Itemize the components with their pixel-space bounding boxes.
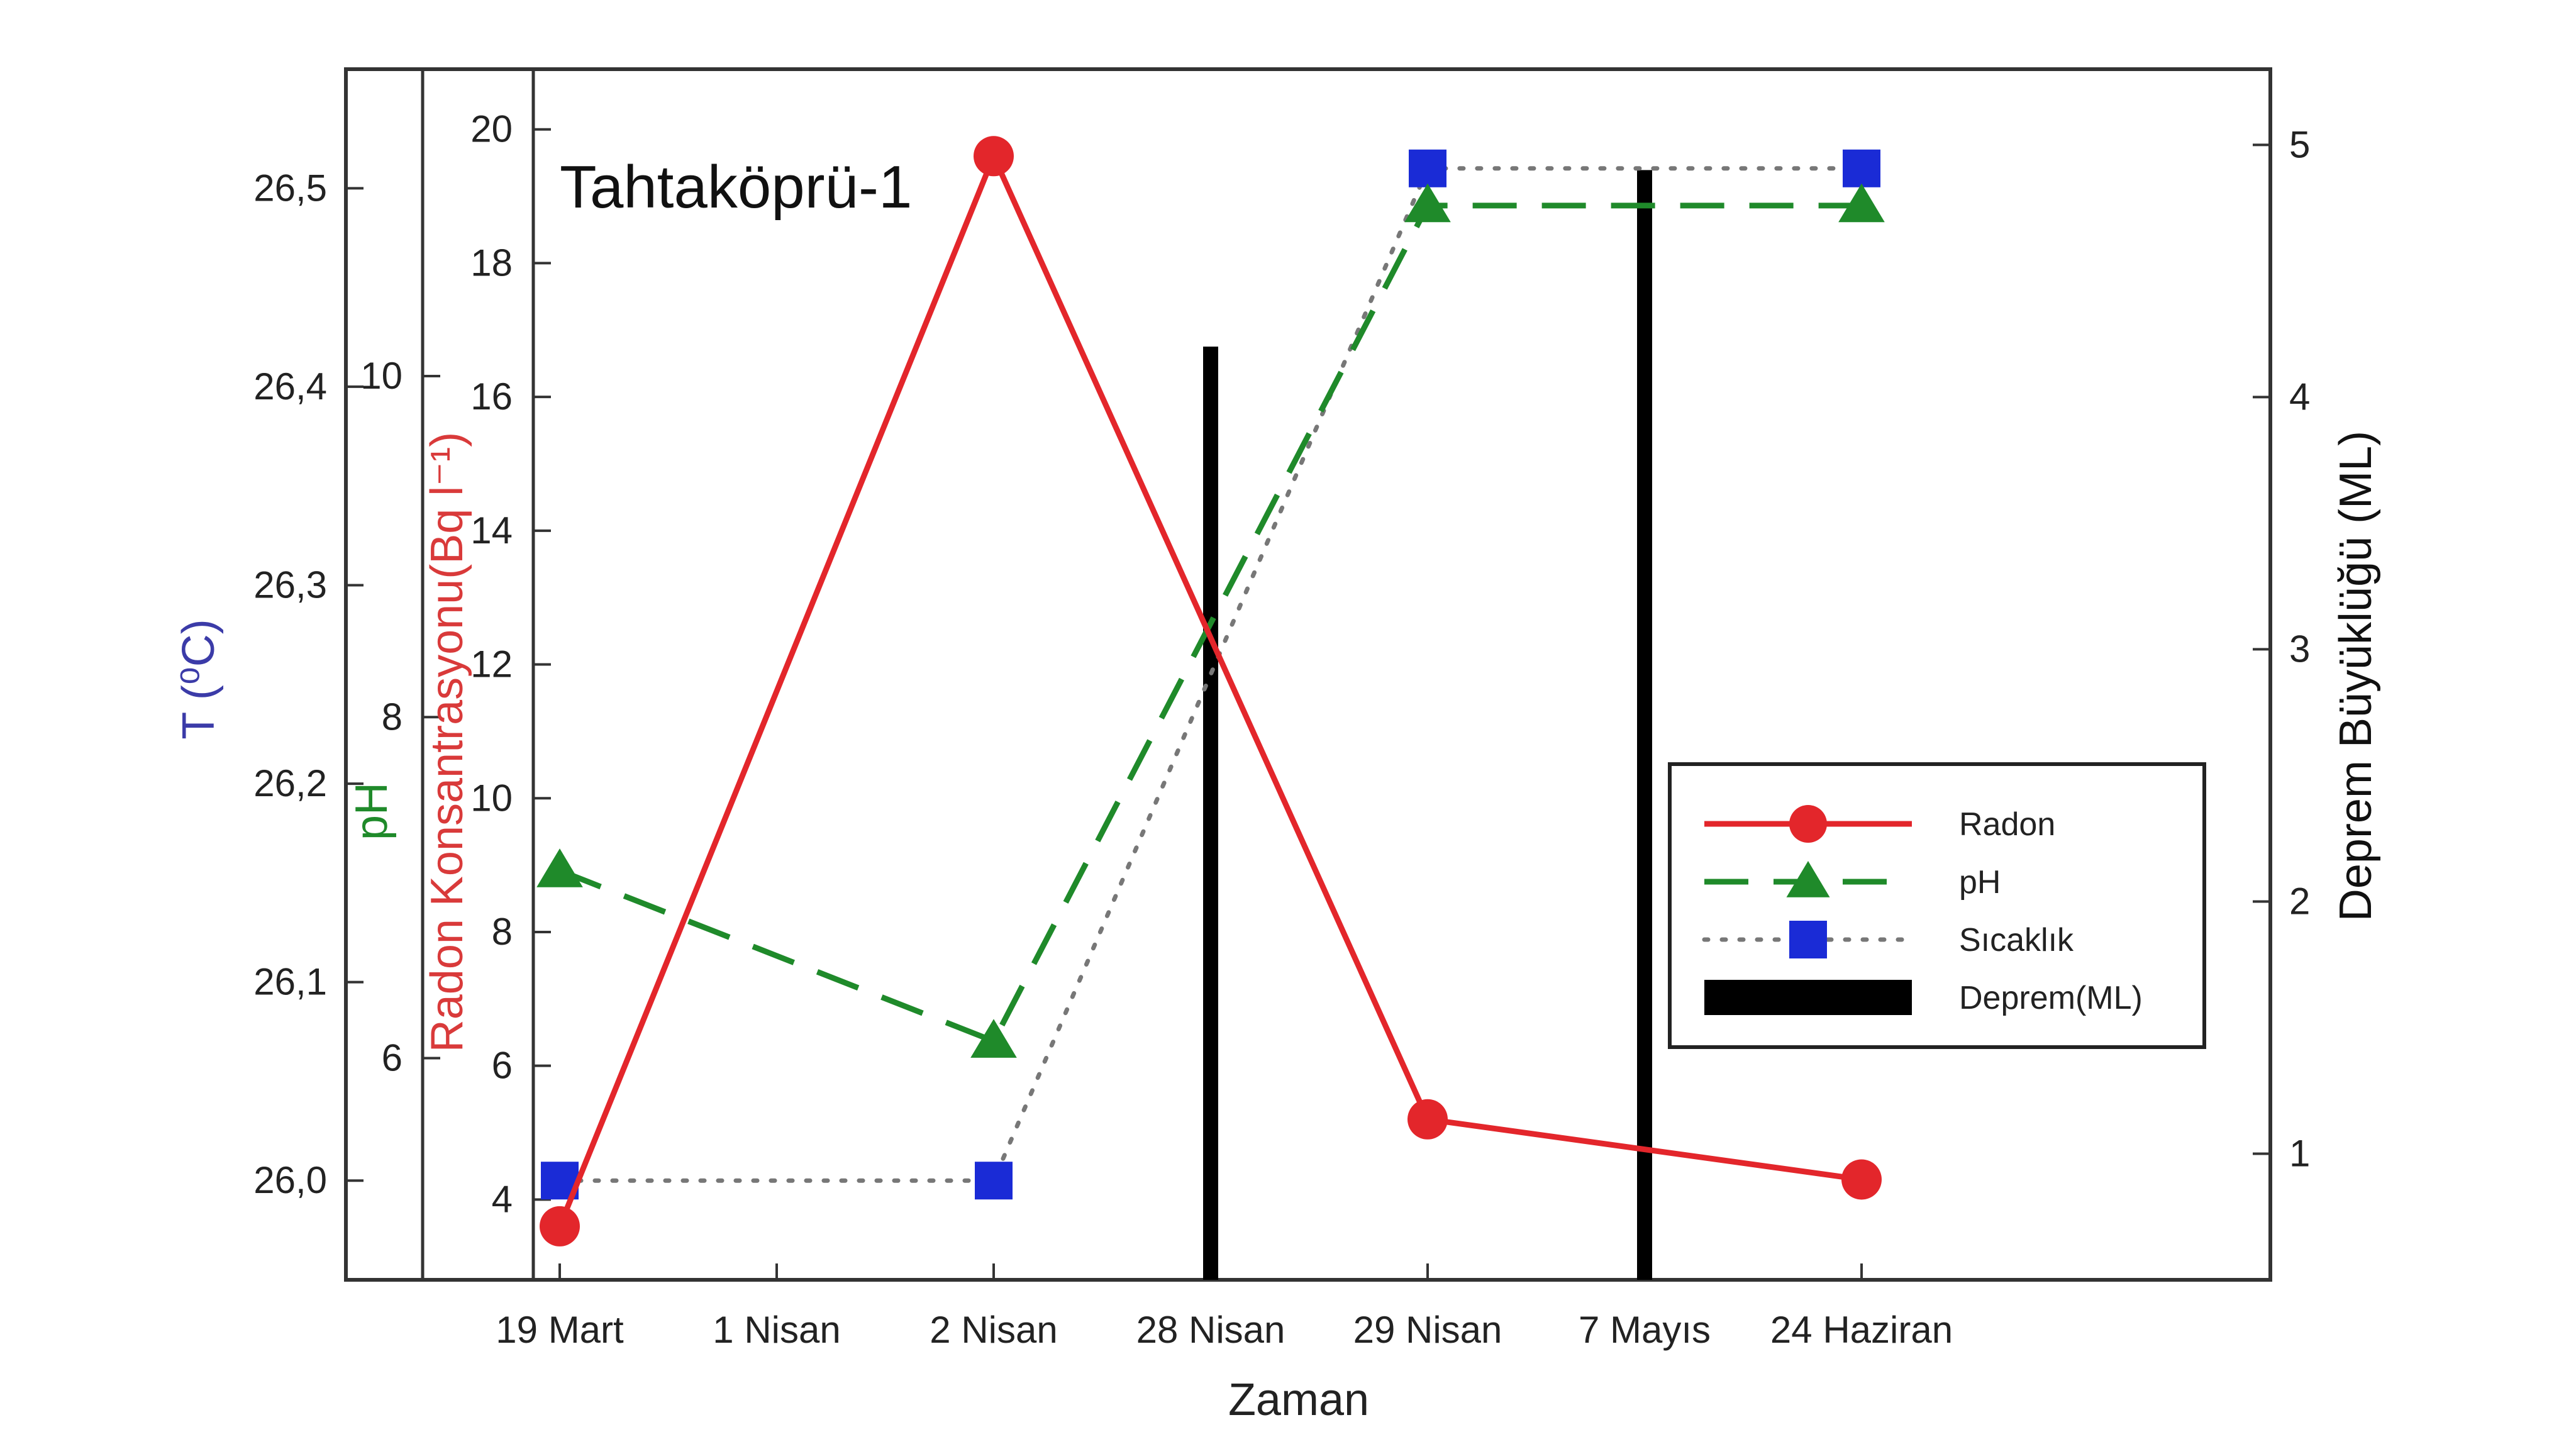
magnitude-tick-label: 4 <box>2289 375 2310 418</box>
x-tick-label: 7 Mayıs <box>1579 1309 1711 1351</box>
temperature-tick-label: 26,1 <box>253 961 327 1003</box>
radon-tick-label: 20 <box>470 108 513 150</box>
series-line-triangle <box>558 203 1862 1044</box>
magnitude-tick-label: 2 <box>2289 880 2310 922</box>
x-tick-label: 1 Nisan <box>713 1309 840 1351</box>
temperature-tick-label: 26,5 <box>253 167 327 209</box>
legend-swatch-marker <box>1789 921 1827 958</box>
data-point-triangle <box>1404 183 1451 223</box>
temperature-tick-label: 26,4 <box>253 365 327 408</box>
radon-tick-label: 18 <box>470 242 513 284</box>
data-point-triangle <box>970 1019 1017 1058</box>
ph-axis-title: pH <box>347 782 397 840</box>
earthquake-bar <box>1637 170 1652 1280</box>
ph-tick-label: 10 <box>360 355 402 397</box>
x-tick-label: 29 Nisan <box>1353 1309 1502 1351</box>
legend-label: Radon <box>1959 806 2055 843</box>
x-tick-label: 24 Haziran <box>1770 1309 1953 1351</box>
magnitude-tick-label: 5 <box>2289 123 2310 165</box>
series-line-square <box>557 166 1864 1183</box>
ph-tick-label: 6 <box>382 1037 402 1079</box>
radon-tick-label: 8 <box>492 911 513 953</box>
legend-label: pH <box>1959 864 2001 901</box>
radon-tick-label: 6 <box>492 1045 513 1087</box>
temperature-axis-title: T (⁰C) <box>174 619 224 740</box>
legend-swatch-marker <box>1789 805 1827 843</box>
data-point-circle <box>1841 1159 1882 1200</box>
magnitude-tick-label: 3 <box>2289 628 2310 670</box>
earthquake-bar <box>1203 347 1218 1280</box>
radon-tick-label: 4 <box>492 1178 513 1220</box>
axes-layer: 26,0 26,1 26,2 26,3 26,4 26,5 T (⁰C) 6 8 10 pH 4 6 8 1… <box>174 67 2381 1351</box>
series-line-circle <box>557 153 1862 1228</box>
temperature-tick-label: 26,2 <box>253 762 327 804</box>
x-axis-title: Zaman <box>1228 1375 1369 1425</box>
temperature-tick-label: 26,0 <box>253 1159 327 1201</box>
plot-frame <box>344 67 2272 1282</box>
data-point-square <box>1409 149 1446 187</box>
legend: Radon pH Sıcaklık Deprem(ML) <box>1668 762 2206 1049</box>
radon-tick-label: 16 <box>470 375 513 418</box>
temperature-tick-label: 26,3 <box>253 564 327 606</box>
ph-tick-label: 8 <box>382 696 402 738</box>
data-point-triangle <box>1838 183 1885 223</box>
data-point-circle <box>1407 1099 1448 1140</box>
magnitude-axis-title: Deprem Büyüklüğü (ML) <box>2331 431 2381 921</box>
data-point-circle <box>540 1206 580 1246</box>
x-tick-label: 2 Nisan <box>930 1309 1057 1351</box>
legend-label: Sıcaklık <box>1959 922 2074 958</box>
legend-swatch-marker <box>1786 861 1830 897</box>
legend-label: Deprem(ML) <box>1959 980 2143 1016</box>
magnitude-tick-label: 1 <box>2289 1132 2310 1174</box>
data-point-square <box>975 1162 1013 1200</box>
radon-tick-label: 14 <box>470 509 513 552</box>
legend-swatch-bar <box>1704 980 1912 1015</box>
data-point-circle <box>974 136 1014 177</box>
radon-tick-label: 10 <box>470 777 513 819</box>
chart-title: Tahtaköprü-1 <box>560 153 912 221</box>
series-layer <box>536 136 1885 1280</box>
radon-axis-title: Radon Konsantrasyonu(Bq l⁻¹) <box>422 432 472 1053</box>
data-point-triangle <box>536 848 583 887</box>
x-tick-label: 19 Mart <box>496 1309 624 1351</box>
radon-tick-label: 12 <box>470 643 513 686</box>
x-tick-label: 28 Nisan <box>1136 1309 1285 1351</box>
data-point-square <box>1843 149 1880 187</box>
